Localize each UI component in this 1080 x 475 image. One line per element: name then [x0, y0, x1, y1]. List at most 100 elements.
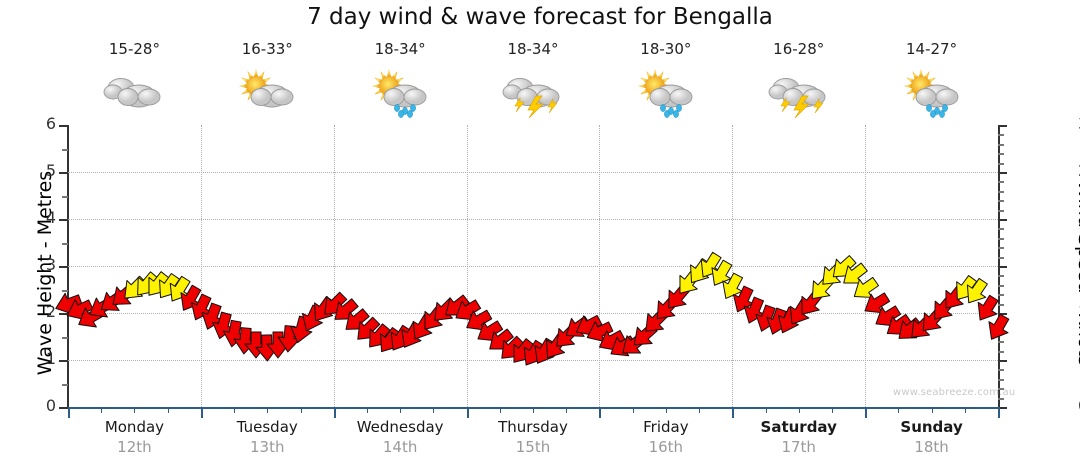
x-axis-major-tick	[998, 407, 1000, 418]
day-header-thursday: 18-34°	[467, 40, 600, 125]
right-axis-tick-label: 5	[1078, 349, 1080, 368]
cloudy-icon	[68, 66, 201, 118]
day-date: 13th	[250, 438, 285, 456]
x-axis-minor-tick	[167, 407, 169, 413]
right-axis-minor-tick	[998, 369, 1004, 372]
day-date: 12th	[117, 438, 152, 456]
left-axis-minor-tick	[62, 289, 68, 292]
x-axis-minor-tick	[765, 407, 767, 413]
x-axis-minor-tick	[533, 407, 534, 413]
day-header-wednesday: 18-34°	[334, 40, 467, 125]
day-date: 15th	[515, 438, 551, 456]
left-axis-tick	[59, 125, 68, 127]
x-axis-minor-tick	[300, 407, 302, 413]
temperature-range: 16-28°	[773, 40, 825, 58]
day-header-sunday: 14-27°	[865, 40, 998, 125]
right-axis-minor-tick	[998, 350, 1004, 353]
day-name: Sunday	[900, 418, 963, 436]
day-label-saturday: Saturday 17th	[732, 418, 865, 457]
x-axis-major-tick	[865, 407, 868, 418]
x-axis-minor-tick	[931, 407, 933, 413]
day-name: Friday	[643, 418, 689, 436]
right-axis-minor-tick	[998, 237, 1004, 240]
left-axis-tick-label: 5	[45, 161, 56, 180]
right-axis-minor-tick	[998, 341, 1004, 344]
day-label-thursday: Thursday 15th	[467, 418, 600, 457]
right-axis-minor-tick	[998, 209, 1004, 212]
x-axis-minor-tick	[400, 407, 402, 413]
day-label-friday: Friday 16th	[599, 418, 732, 457]
x-axis-minor-tick	[101, 407, 103, 413]
day-divider	[466, 125, 468, 407]
temperature-range: 16-33°	[241, 40, 293, 58]
left-axis-tick	[59, 219, 68, 221]
right-axis-tick-label: 15	[1078, 255, 1080, 274]
right-axis-tick	[998, 360, 1007, 362]
right-axis-minor-tick	[998, 153, 1004, 156]
sun-cloud-icon	[201, 66, 334, 118]
x-axis-minor-tick	[267, 407, 269, 413]
left-axis-tick-label: 6	[45, 114, 56, 133]
day-header-friday: 18-30°	[599, 40, 732, 125]
x-axis-major-tick	[466, 407, 469, 418]
right-axis-tick-label: 10	[1078, 302, 1080, 321]
x-axis-minor-tick	[798, 407, 800, 413]
right-axis-minor-tick	[998, 303, 1004, 306]
day-name: Saturday	[760, 418, 837, 436]
right-axis-minor-tick	[998, 162, 1004, 165]
cloud-lightning-icon	[467, 66, 600, 118]
day-date: 14th	[382, 438, 418, 456]
right-axis-minor-tick	[998, 284, 1004, 287]
x-axis-minor-tick	[632, 407, 634, 413]
x-axis-minor-tick	[566, 407, 568, 413]
right-axis-minor-tick	[998, 294, 1004, 297]
x-axis-minor-tick	[433, 407, 435, 413]
wind-arrow	[983, 313, 1013, 343]
right-axis-minor-tick	[998, 228, 1004, 231]
wind-arrow	[972, 294, 1002, 324]
wind-arrow	[706, 259, 736, 289]
temperature-range: 18-34°	[374, 40, 426, 58]
x-axis-minor-tick	[366, 407, 368, 413]
right-axis-minor-tick	[998, 181, 1004, 184]
x-axis-minor-tick	[831, 407, 833, 413]
day-label-monday: Monday 12th	[68, 418, 201, 457]
x-axis-minor-tick	[964, 407, 966, 413]
right-axis-minor-tick	[998, 397, 1004, 400]
forecast-plot-area: 0 1 2 3 4 5 6 0 5 10 15 20 25 30	[46, 114, 1080, 418]
left-axis-tick	[59, 407, 68, 409]
gridline	[68, 313, 998, 314]
x-axis-major-tick	[599, 407, 602, 418]
right-axis-tick-label: 25	[1078, 161, 1080, 180]
temperature-range: 18-30°	[640, 40, 692, 58]
x-axis-major-tick	[68, 407, 70, 418]
left-axis-spine	[67, 125, 69, 409]
right-axis-tick-label: 30	[1078, 114, 1080, 133]
x-axis-minor-tick	[699, 407, 701, 413]
day-date: 17th	[781, 438, 816, 456]
day-date: 16th	[648, 438, 684, 456]
day-divider	[732, 125, 734, 407]
day-header-monday: 15-28°	[68, 40, 201, 125]
right-axis-tick-label: 0	[1078, 396, 1080, 415]
left-axis-tick-label: 3	[45, 255, 56, 274]
right-axis-tick	[998, 219, 1007, 221]
sun-cloud-rain-icon	[865, 66, 998, 118]
right-axis-tick-label: 20	[1078, 208, 1080, 227]
right-axis-minor-tick	[998, 388, 1004, 391]
x-axis-minor-tick	[234, 407, 236, 413]
day-label-sunday: Sunday 18th	[865, 418, 998, 457]
day-name: Thursday	[498, 418, 568, 436]
sun-cloud-rain-icon	[599, 66, 732, 118]
left-axis-minor-tick	[62, 242, 68, 245]
watermark: www.seabreeze.com.au	[893, 387, 1016, 398]
day-divider	[599, 125, 601, 407]
temperature-range: 15-28°	[108, 40, 160, 58]
right-axis-minor-tick	[998, 247, 1004, 250]
temperature-range: 18-34°	[507, 40, 559, 58]
day-header-saturday: 16-28°	[732, 40, 865, 125]
day-divider	[865, 125, 867, 407]
day-label-tuesday: Tuesday 13th	[201, 418, 334, 457]
x-axis-minor-tick	[898, 407, 900, 413]
left-axis-minor-tick	[62, 336, 68, 339]
